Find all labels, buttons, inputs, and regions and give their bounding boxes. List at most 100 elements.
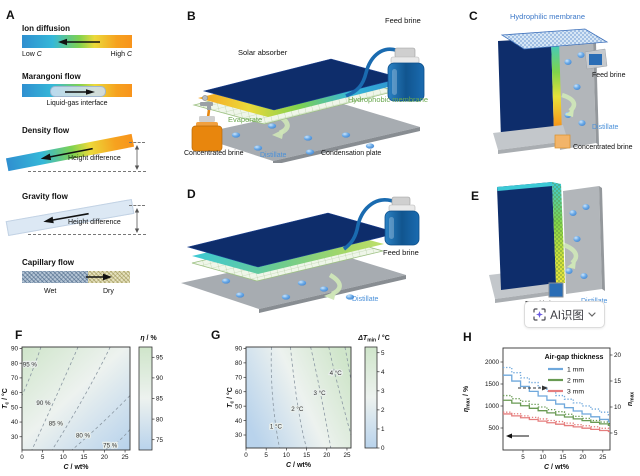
ion-diffusion-title: Ion diffusion <box>22 24 70 33</box>
condensation-plate-label: Condensation plate <box>321 150 381 157</box>
feed-brine-bottle <box>384 196 420 246</box>
solar-absorber-panel <box>498 38 554 139</box>
hydrophilic-membrane-label: Hydrophilic membrane <box>510 12 585 21</box>
ion-diffusion-labels: Low C High C <box>22 51 132 58</box>
chevron-down-icon[interactable] <box>588 312 596 317</box>
svg-text:60: 60 <box>235 389 243 396</box>
left-flow-arrow-icon <box>40 147 93 161</box>
svg-text:0: 0 <box>244 452 248 459</box>
panel-label-f: F <box>15 328 23 342</box>
svg-text:95 %: 95 % <box>23 362 38 369</box>
svg-text:10: 10 <box>539 454 547 461</box>
contour-svg-G: 1 °C2 °C3 °C4 °C0 5 10 15 20 2530405060708090… <box>226 334 390 469</box>
svg-text:40: 40 <box>235 418 243 425</box>
svg-text:5: 5 <box>41 454 45 461</box>
svg-text:2 mm: 2 mm <box>567 377 584 384</box>
svg-text:75: 75 <box>156 437 164 444</box>
svg-text:C / wt%: C / wt% <box>544 464 570 471</box>
distillate-droplets <box>221 268 355 300</box>
svg-text:15: 15 <box>614 378 622 385</box>
plot-border <box>21 346 131 451</box>
panel-label-g: G <box>211 328 221 342</box>
chart-h-step-plot: 5 10 15 20 25 500 1000 1500 2000 5 10 15 20 C / wt% ηm… <box>455 323 640 476</box>
axis-direction-arrows <box>506 385 548 439</box>
liquid-gas-interface-capsule <box>50 86 106 97</box>
plot-area <box>246 347 351 448</box>
svg-text:10: 10 <box>60 454 68 461</box>
lower-dashed-line <box>28 171 146 172</box>
distillate-arrow-icon <box>563 242 579 269</box>
ai-image-recognition-button[interactable]: AI识图 <box>524 301 605 328</box>
svg-text:3 mm: 3 mm <box>567 388 584 395</box>
wicking-membrane-strip <box>552 182 565 283</box>
svg-text:500: 500 <box>488 425 499 432</box>
svg-text:30: 30 <box>11 434 19 441</box>
distillate-label: Distillate <box>592 124 619 131</box>
svg-text:20: 20 <box>323 452 331 459</box>
feed-brine-inlet <box>548 282 564 298</box>
high-c-label: High C <box>110 51 132 58</box>
svg-text:0: 0 <box>20 454 24 461</box>
svg-text:60: 60 <box>11 390 19 397</box>
distillate-droplets <box>565 204 590 279</box>
thermal-gradient-strip <box>551 38 562 136</box>
svg-text:40: 40 <box>11 419 19 426</box>
svg-text:5: 5 <box>381 350 385 357</box>
panel-label-c: C <box>469 9 478 23</box>
svg-text:50: 50 <box>235 403 243 410</box>
svg-text:95: 95 <box>156 355 164 362</box>
liquid-gas-interface-label: Liquid-gas interface <box>46 100 108 107</box>
solar-absorber-label: Solar absorber <box>238 48 288 57</box>
svg-text:15: 15 <box>80 454 88 461</box>
base-support <box>493 125 568 154</box>
left-flow-arrow-icon <box>58 38 100 46</box>
svg-text:50: 50 <box>11 405 19 412</box>
svg-text:4 °C: 4 °C <box>330 370 343 377</box>
density-flow-title: Density flow <box>22 126 70 135</box>
svg-text:Tc / °C: Tc / °C <box>226 387 236 408</box>
distillate-arrow-icon <box>324 273 342 300</box>
series-3-mm-solid <box>503 413 610 433</box>
svg-text:5: 5 <box>614 430 618 437</box>
svg-text:90: 90 <box>156 375 164 382</box>
svg-text:70: 70 <box>235 375 243 382</box>
svg-text:0: 0 <box>381 445 385 452</box>
svg-text:4: 4 <box>381 369 385 376</box>
svg-text:90: 90 <box>11 346 19 353</box>
feed-tube <box>342 198 399 251</box>
solar-absorber-panel <box>497 182 556 290</box>
svg-text:C / wt%: C / wt% <box>64 464 90 471</box>
condensation-plate <box>193 103 420 163</box>
plot-area <box>22 347 130 450</box>
svg-text:η / %: η / % <box>140 335 157 342</box>
chart-f-efficiency-contour: 95 % 90 % 85 % 80 % 75 % 0 5 10 15 20 25 30 40 50 60 70… <box>0 323 175 476</box>
wet-hatched-bar <box>22 271 88 283</box>
svg-text:10: 10 <box>614 404 622 411</box>
feed-brine-label: Feed brine <box>592 72 626 79</box>
svg-text:85 %: 85 % <box>49 421 64 428</box>
svg-text:80 %: 80 % <box>76 432 91 439</box>
svg-text:90: 90 <box>235 346 243 353</box>
distillate-arrow-icon <box>561 92 577 117</box>
feed-tube <box>345 47 404 98</box>
distillate-label: Distillate <box>352 296 379 303</box>
svg-text:ηmax / %: ηmax / % <box>463 385 472 412</box>
panel-c-schematic: Hydrophilic membrane Feed brine Distilla… <box>493 12 633 154</box>
svg-text:2000: 2000 <box>485 359 500 366</box>
svg-text:2 °C: 2 °C <box>291 406 304 413</box>
height-double-arrow-icon <box>134 208 140 233</box>
gravity-flow-bar-wrap <box>4 198 136 236</box>
ai-scan-icon <box>533 308 546 321</box>
svg-text:C / wt%: C / wt% <box>286 462 312 469</box>
svg-text:ΔTmin / °C: ΔTmin / °C <box>357 334 390 344</box>
svg-text:25: 25 <box>599 454 607 461</box>
capillary-flow-title: Capillary flow <box>22 258 75 267</box>
height-double-arrow-icon <box>134 145 140 170</box>
gravity-flow-title: Gravity flow <box>22 192 68 201</box>
membrane-top-strip <box>497 182 553 191</box>
panel-label-e: E <box>471 189 480 203</box>
low-c-label: Low C <box>22 51 42 58</box>
feed-brine-bottle <box>387 47 425 102</box>
hydrophilic-membrane-slab <box>500 28 609 50</box>
svg-text:nmax: nmax <box>627 392 636 407</box>
